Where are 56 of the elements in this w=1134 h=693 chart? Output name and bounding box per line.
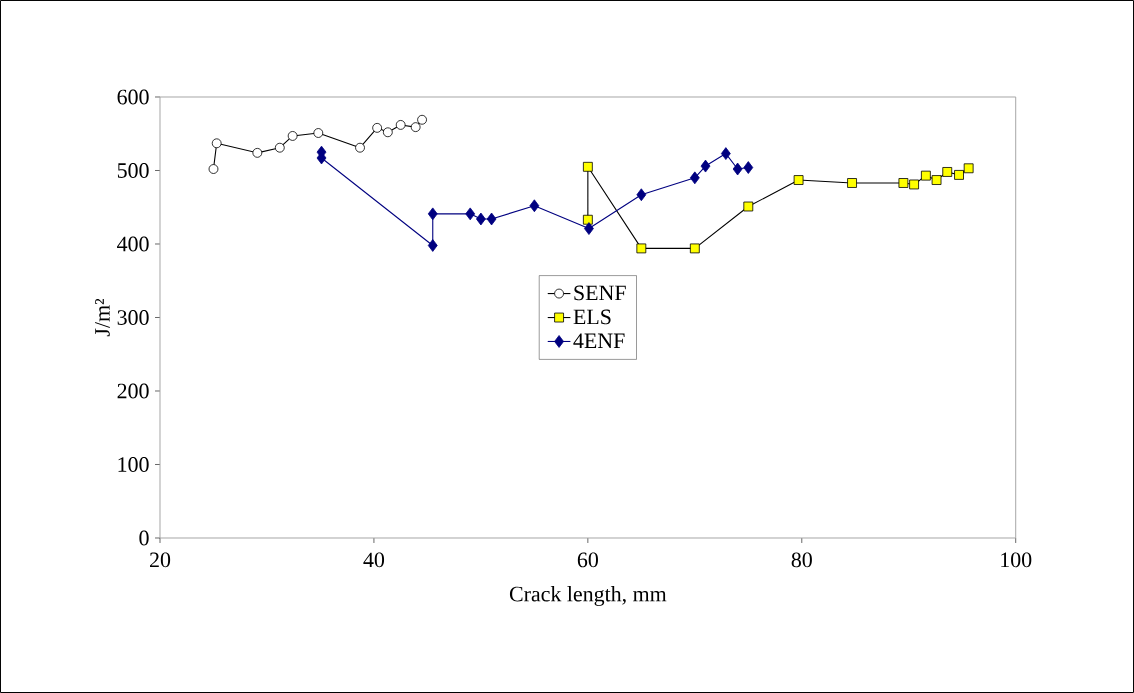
point: [529, 199, 540, 213]
point: [427, 207, 438, 221]
point: [931, 175, 942, 185]
point: [355, 142, 365, 153]
point: [372, 122, 383, 133]
y-tick-label: 0: [139, 530, 149, 546]
legend-label: 4ENF: [573, 333, 625, 348]
point: [963, 163, 974, 174]
point: [689, 171, 700, 185]
legend-label: ELS: [573, 309, 611, 325]
y-tick-label: 300: [117, 310, 149, 325]
point: [465, 207, 476, 221]
point: [636, 188, 647, 202]
point: [313, 128, 324, 138]
point: [584, 222, 594, 235]
point: [476, 212, 486, 226]
y-tick-label: 500: [117, 163, 149, 178]
x-tick-label: 20: [150, 552, 171, 568]
point: [909, 179, 919, 190]
x-tick-label: 100: [1001, 552, 1032, 568]
y-tick-label: 600: [117, 89, 149, 105]
point: [743, 161, 754, 174]
point: [636, 243, 647, 254]
x-tick-label: 60: [577, 552, 598, 568]
point: [287, 131, 298, 141]
x-axis-title: Crack length, mm: [509, 586, 667, 607]
point: [274, 142, 285, 153]
x-tick-label: 40: [363, 552, 385, 568]
point: [582, 214, 593, 225]
point: [920, 170, 931, 181]
y-tick-label: 400: [117, 236, 149, 252]
y-axis-title: J/m²: [95, 298, 110, 337]
point: [700, 159, 711, 173]
y-tick-label: 100: [118, 457, 149, 472]
point: [942, 167, 953, 177]
point: [211, 138, 222, 149]
point: [743, 201, 754, 212]
point: [427, 239, 438, 252]
point: [720, 147, 731, 160]
point: [689, 243, 700, 254]
point: [898, 178, 909, 188]
point: [486, 212, 497, 226]
point: [410, 122, 421, 133]
legend-label: SENF: [574, 285, 626, 301]
point: [732, 162, 743, 176]
y-tick-label: 200: [117, 383, 149, 399]
x-tick-label: 80: [791, 552, 812, 568]
point: [793, 175, 804, 185]
point: [252, 147, 263, 158]
point: [582, 161, 593, 172]
point: [417, 114, 427, 125]
point: [847, 178, 857, 188]
point: [382, 127, 393, 138]
point: [954, 170, 964, 180]
point: [208, 164, 219, 174]
point: [395, 120, 406, 130]
